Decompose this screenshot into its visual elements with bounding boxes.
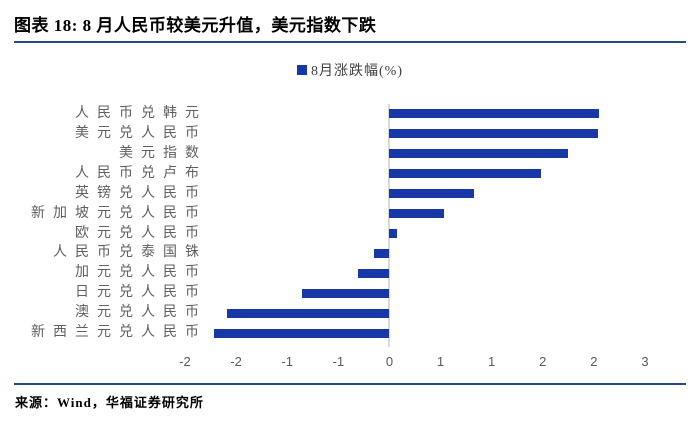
- bar: [226, 308, 390, 318]
- legend-label: 8月涨跌幅(%): [311, 64, 403, 79]
- x-tick-label: 0: [385, 354, 394, 369]
- x-tick-label: -1: [332, 354, 345, 369]
- bar: [357, 268, 390, 278]
- bar: [389, 169, 541, 179]
- chart-legend: 8月涨跌幅(%): [0, 61, 700, 79]
- category-label: 人民币兑卢布: [75, 165, 207, 181]
- bar: [389, 189, 475, 199]
- bar: [301, 288, 390, 298]
- bar: [213, 328, 390, 338]
- category-label: 欧元兑人民币: [75, 225, 207, 241]
- category-label: 美元指数: [119, 145, 207, 161]
- category-label: 新加坡元兑人民币: [31, 205, 207, 221]
- bar: [374, 248, 390, 258]
- category-label: 人民币兑韩元: [75, 106, 207, 121]
- bar: [389, 109, 599, 119]
- source-text: 来源：Wind，华福证券研究所: [15, 395, 204, 410]
- page-title: 图表 18: 8 月人民币较美元升值，美元指数下跌: [14, 16, 377, 35]
- legend-marker-icon: [297, 65, 307, 75]
- x-tick-label: 3: [641, 354, 649, 369]
- category-label: 加元兑人民币: [75, 265, 207, 281]
- x-tick-label: -1: [281, 354, 293, 369]
- bar: [389, 129, 598, 139]
- footer-divider-line: [14, 383, 686, 385]
- category-label: 新西兰元兑人民币: [31, 325, 207, 341]
- x-tick-label: -2: [230, 354, 242, 369]
- x-tick-label: 2: [539, 354, 547, 369]
- bar: [389, 149, 569, 159]
- title-divider-line: [14, 41, 686, 43]
- bar: [389, 209, 444, 219]
- x-tick-label: 1: [488, 354, 496, 369]
- x-tick-label: -2: [179, 354, 191, 369]
- category-label: 美元兑人民币: [75, 125, 207, 141]
- category-label: 英镑兑人民币: [75, 185, 207, 201]
- x-tick-label: 1: [436, 354, 445, 369]
- x-tick-label: 2: [590, 354, 598, 369]
- category-label: 日元兑人民币: [75, 285, 207, 301]
- category-label: 澳元兑人民币: [75, 305, 207, 321]
- bar: [389, 228, 397, 238]
- category-label: 人民币兑泰国铢: [53, 245, 207, 261]
- zero-axis-line: [388, 104, 391, 347]
